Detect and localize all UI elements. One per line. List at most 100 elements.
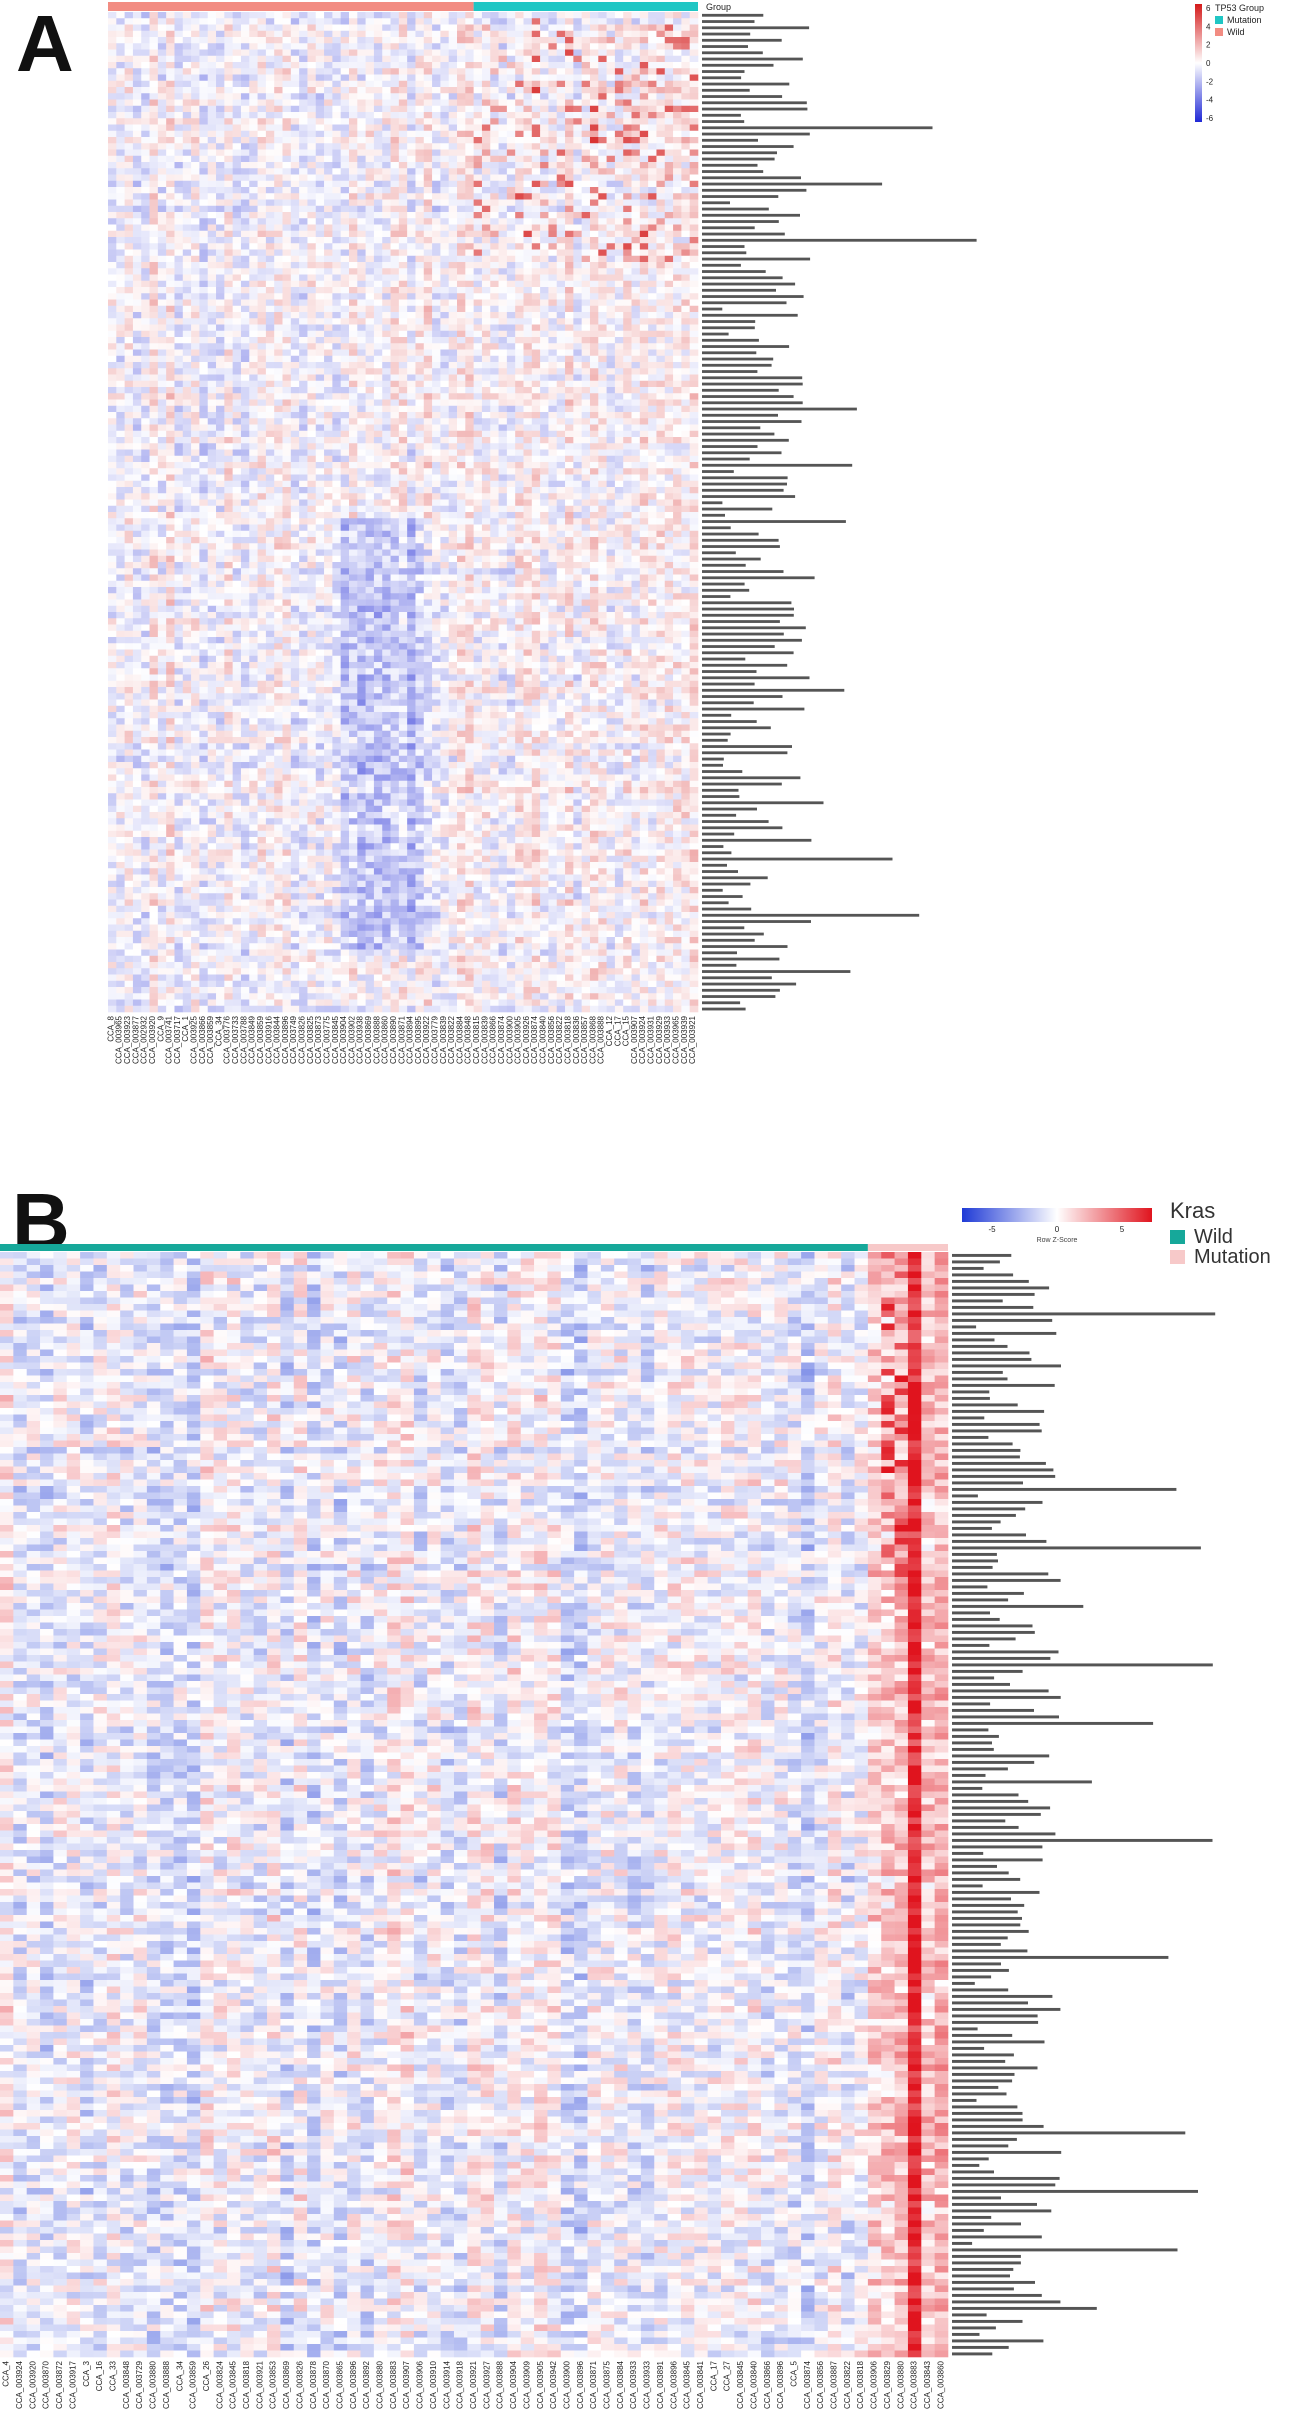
heatmap-cell: [249, 281, 258, 288]
heatmap-cell: [150, 243, 159, 250]
heatmap-cell: [615, 275, 624, 282]
heatmap-cell: [332, 325, 341, 332]
heatmap-cell: [224, 18, 233, 25]
heatmap-cell: [116, 400, 125, 407]
heatmap-cell: [432, 368, 441, 375]
heatmap-cell: [482, 368, 491, 375]
heatmap-cell: [241, 118, 250, 125]
heatmap-cell: [573, 218, 582, 225]
heatmap-cell: [241, 425, 250, 432]
heatmap-cell: [133, 331, 142, 338]
heatmap-cell: [324, 187, 333, 194]
heatmap-cell: [681, 18, 690, 25]
heatmap-cell: [332, 306, 341, 313]
heatmap-cell: [623, 118, 632, 125]
heatmap-cell: [316, 250, 325, 257]
heatmap-cell: [307, 243, 316, 250]
heatmap-cell: [307, 37, 316, 44]
heatmap-cell: [465, 18, 474, 25]
heatmap-cell: [432, 325, 441, 332]
heatmap-cell: [656, 237, 665, 244]
heatmap-cell: [507, 337, 516, 344]
heatmap-cell: [283, 193, 292, 200]
heatmap-cell: [382, 406, 391, 413]
heatmap-cell: [424, 137, 433, 144]
heatmap-cell: [274, 368, 283, 375]
heatmap-cell: [590, 312, 599, 319]
heatmap-cell: [499, 356, 508, 363]
heatmap-cell: [690, 275, 699, 282]
heatmap-cell: [557, 68, 566, 75]
heatmap-cell: [424, 156, 433, 163]
heatmap-cell: [590, 412, 599, 419]
heatmap-cell: [557, 100, 566, 107]
heatmap-cell: [407, 337, 416, 344]
heatmap-cell: [291, 312, 300, 319]
heatmap-cell: [324, 343, 333, 350]
heatmap-cell: [656, 193, 665, 200]
heatmap-cell: [183, 187, 192, 194]
heatmap-cell: [233, 243, 242, 250]
heatmap-cell: [590, 75, 599, 82]
heatmap-cell: [623, 381, 632, 388]
heatmap-cell: [432, 256, 441, 263]
heatmap-cell: [582, 325, 591, 332]
heatmap-cell: [648, 243, 657, 250]
heatmap-cell: [482, 112, 491, 119]
heatmap-cell: [307, 150, 316, 157]
heatmap-cell: [673, 350, 682, 357]
heatmap-cell: [357, 350, 366, 357]
heatmap-cell: [474, 325, 483, 332]
heatmap-cell: [449, 250, 458, 257]
heatmap-cell: [116, 356, 125, 363]
heatmap-cell: [249, 443, 258, 450]
heatmap-cell: [391, 168, 400, 175]
heatmap-cell: [532, 12, 541, 19]
heatmap-cell: [432, 87, 441, 94]
heatmap-cell: [665, 18, 674, 25]
heatmap-cell: [673, 443, 682, 450]
heatmap-cell: [407, 62, 416, 69]
heatmap-cell: [216, 250, 225, 257]
heatmap-cell: [656, 275, 665, 282]
heatmap-cell: [224, 450, 233, 457]
heatmap-cell: [349, 56, 358, 63]
heatmap-cell: [590, 393, 599, 400]
heatmap-cell: [432, 62, 441, 69]
heatmap-cell: [565, 406, 574, 413]
heatmap-cell: [266, 375, 275, 382]
heatmap-cell: [515, 43, 524, 50]
heatmap-cell: [391, 193, 400, 200]
heatmap-cell: [440, 443, 449, 450]
heatmap-cell: [158, 231, 167, 238]
heatmap-cell: [499, 337, 508, 344]
heatmap-cell: [233, 62, 242, 69]
heatmap-cell: [307, 81, 316, 88]
heatmap-cell: [523, 137, 532, 144]
heatmap-cell: [208, 293, 217, 300]
heatmap-cell: [332, 293, 341, 300]
heatmap-cell: [615, 412, 624, 419]
heatmap-cell: [499, 87, 508, 94]
heatmap-cell: [548, 318, 557, 325]
heatmap-cell: [299, 393, 308, 400]
heatmap-cell: [607, 368, 616, 375]
heatmap-cell: [648, 75, 657, 82]
heatmap-cell: [158, 375, 167, 382]
heatmap-cell: [307, 62, 316, 69]
heatmap-cell: [432, 175, 441, 182]
heatmap-cell: [515, 106, 524, 113]
heatmap-cell: [415, 168, 424, 175]
heatmap-cell: [432, 75, 441, 82]
heatmap-cell: [565, 137, 574, 144]
heatmap-cell: [150, 150, 159, 157]
heatmap-cell: [424, 237, 433, 244]
heatmap-cell: [432, 218, 441, 225]
heatmap-cell: [274, 112, 283, 119]
heatmap-cell: [507, 118, 516, 125]
heatmap-cell: [332, 75, 341, 82]
heatmap-cell: [523, 412, 532, 419]
heatmap-cell: [540, 131, 549, 138]
heatmap-cell: [415, 431, 424, 438]
heatmap-cell: [208, 206, 217, 213]
